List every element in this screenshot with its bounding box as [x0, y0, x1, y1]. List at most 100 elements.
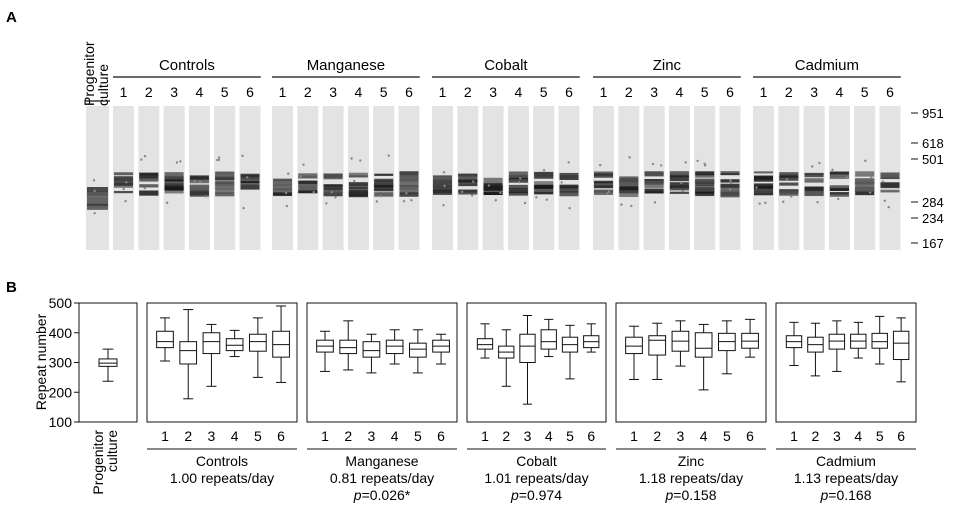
gel-band — [273, 180, 292, 185]
gel-band — [779, 182, 799, 186]
box-x-label: 3 — [677, 428, 685, 444]
box-iqr — [519, 333, 536, 363]
gel-spot — [535, 196, 538, 199]
box-x-label: 1 — [481, 428, 489, 444]
box-x-label: 1 — [630, 428, 638, 444]
gel-band — [880, 172, 900, 178]
gel-band — [87, 203, 108, 206]
gel-lane-number: 3 — [329, 84, 337, 100]
gel-lane-number: 2 — [464, 84, 472, 100]
gel-lane-number: 5 — [221, 84, 229, 100]
gel-spot — [607, 190, 611, 193]
gel-band — [215, 192, 235, 195]
gel-lane-bg — [854, 106, 876, 250]
gel-lane-number: 6 — [565, 84, 573, 100]
gel-band — [483, 188, 503, 194]
gel-lane — [533, 106, 555, 250]
box-3 — [519, 314, 536, 405]
gel-lane-bg — [803, 106, 825, 250]
progenitor-label-line1: Progenitor — [81, 41, 97, 106]
gel-spot — [837, 197, 840, 201]
box-iqr — [828, 333, 846, 350]
gel-band — [508, 184, 528, 189]
gel-lane-bg — [593, 106, 614, 250]
gel-spot — [487, 184, 491, 187]
gel-band — [594, 182, 613, 188]
gel-spot — [285, 204, 289, 208]
gel-band — [619, 190, 639, 194]
gel-spot — [242, 206, 245, 210]
gel-band — [433, 175, 452, 178]
gel-lane-number: 6 — [886, 84, 894, 100]
gel-band — [644, 179, 664, 183]
progenitor-label-line2: culture — [95, 64, 111, 106]
gel-spot — [246, 176, 249, 179]
group-pvalue: p=0.026* — [353, 487, 411, 503]
gel-spot — [179, 160, 182, 163]
gel-spot — [124, 199, 127, 203]
gel-band — [644, 173, 664, 177]
box-x-label: 2 — [653, 428, 661, 444]
gel-band — [804, 178, 824, 183]
gel-band — [399, 179, 419, 186]
box-1 — [476, 323, 494, 359]
gel-band — [215, 184, 235, 189]
gel-band — [374, 186, 394, 192]
gel-band — [139, 178, 159, 182]
gel-spot — [620, 203, 623, 206]
group-label: Zinc — [678, 453, 704, 469]
gel-spot — [334, 196, 337, 199]
gel-band — [804, 191, 824, 197]
gel-band — [508, 179, 528, 183]
box-x-label: 2 — [184, 428, 192, 444]
gel-spot — [93, 189, 96, 193]
gel-spot — [864, 159, 867, 162]
gel-band — [695, 191, 715, 197]
gel-spot — [460, 190, 464, 193]
gel-band — [644, 180, 664, 185]
gel-spot — [284, 191, 288, 195]
gel-spot — [523, 201, 527, 205]
gel-group-label: Cobalt — [484, 57, 528, 74]
gel-spot — [519, 177, 522, 180]
gel-spot — [443, 184, 446, 188]
gel-spot — [143, 186, 146, 190]
gel-spot — [218, 156, 221, 159]
gel-band — [559, 185, 579, 188]
gel-band — [164, 186, 184, 191]
gel-lane-number: 4 — [355, 84, 363, 100]
gel-band — [534, 181, 554, 187]
size-marker-label: 167 — [922, 236, 944, 251]
gel-band — [458, 183, 478, 187]
box-iqr — [694, 332, 713, 358]
size-marker-label: 284 — [922, 195, 944, 210]
box-4 — [540, 318, 557, 358]
gel-band — [323, 188, 343, 193]
gel-spot — [330, 190, 333, 194]
group-pvalue: p=0.168 — [819, 487, 871, 503]
gel-band — [139, 184, 159, 187]
box-iqr — [339, 339, 358, 355]
gel-band — [215, 180, 235, 184]
gel-band — [348, 175, 368, 178]
gel-spot — [659, 164, 663, 167]
gel-band — [855, 190, 875, 196]
gel-band — [374, 173, 394, 176]
gel-band — [189, 190, 209, 195]
panel-a-group-headers: Controls 1 2 3 4 5 6 Manganese 1 2 3 4 5 6 Cobalt 1 2 3 4 5… — [113, 57, 901, 100]
gel-band — [720, 184, 740, 187]
box-iqr — [225, 338, 244, 352]
gel-lane-number: 2 — [625, 84, 633, 100]
gel-lane — [507, 106, 529, 250]
gel-lane — [618, 106, 640, 250]
gel-spot — [568, 206, 571, 210]
gel-lane-number: 6 — [405, 84, 413, 100]
gel-spot — [92, 179, 96, 182]
gel-band — [273, 185, 292, 190]
gel-band — [594, 185, 613, 189]
gel-band — [855, 186, 875, 192]
progenitor-label-b-line2: culture — [104, 430, 120, 472]
gel-band — [880, 189, 900, 193]
gel-band — [164, 176, 184, 182]
gel-spot — [630, 204, 633, 208]
